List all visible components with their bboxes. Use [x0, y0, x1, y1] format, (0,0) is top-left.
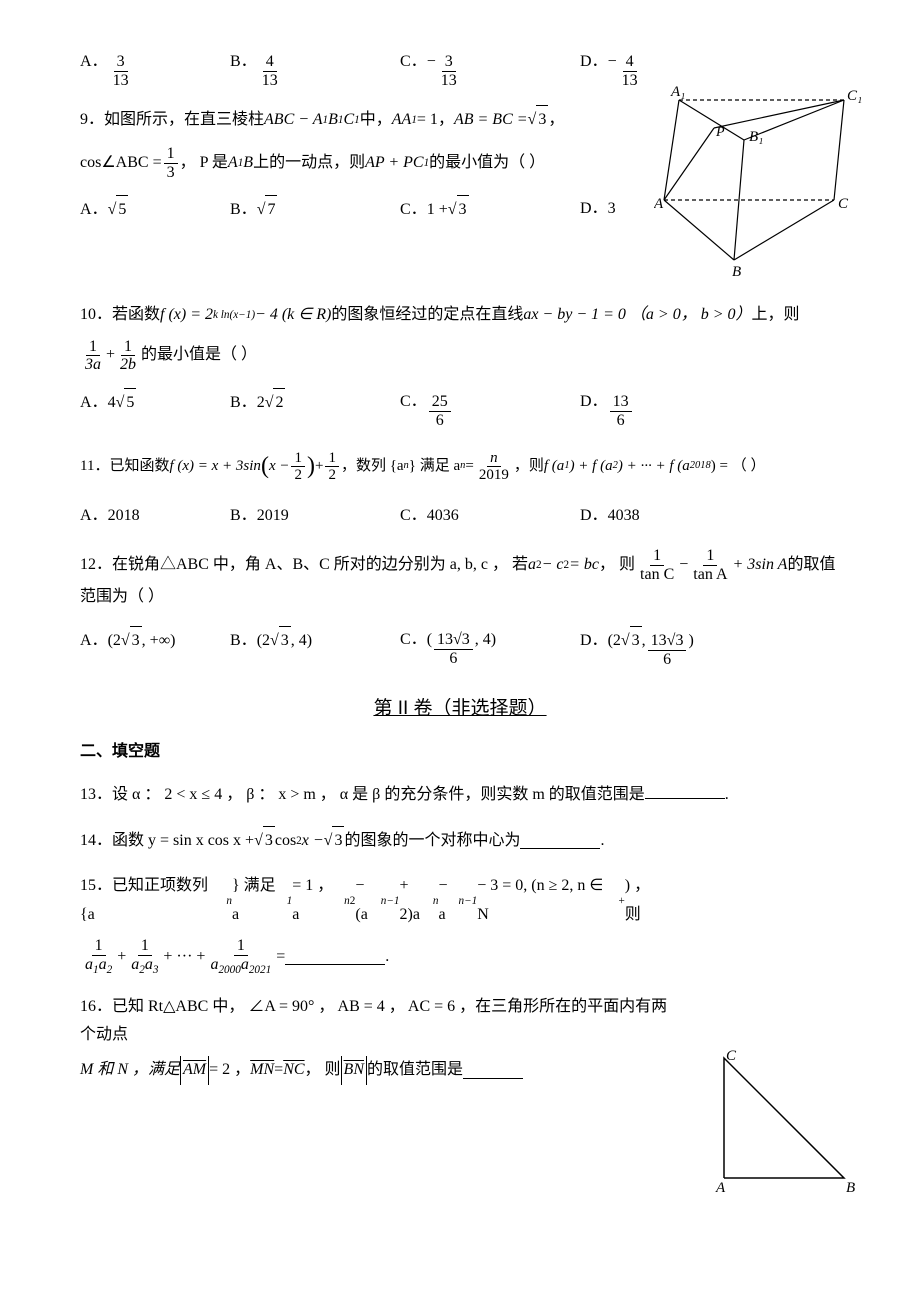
opt-label: C．	[400, 196, 427, 225]
lbl-B1: B₁	[749, 129, 763, 145]
opt-label: A．	[80, 502, 108, 531]
tri-B: B	[846, 1180, 855, 1196]
opt-label: A．	[80, 48, 108, 77]
blank	[520, 833, 600, 849]
opt-label: B．	[230, 196, 257, 225]
opt-label: B．	[230, 48, 257, 77]
opt-label: D．	[580, 627, 608, 656]
opt-label: B．	[230, 627, 257, 656]
opt-label: B．	[230, 502, 257, 531]
opt-label: C．	[400, 388, 427, 417]
opt-label: D．	[580, 388, 608, 417]
lbl-B: B	[732, 264, 741, 280]
opt-label: D．	[580, 502, 608, 531]
question-12: 12．在锐角△ABC 中，角 A、B、C 所对的边分别为 a, b, c ， 若…	[80, 547, 840, 668]
lbl-A1: A₁	[670, 84, 685, 100]
lbl-A: A	[654, 196, 664, 212]
question-10: 10．若函数 f (x) = 2k ln(x−1) − 4 (k ∈ R) 的图…	[80, 301, 840, 429]
opt-label: A．	[80, 389, 108, 418]
blank	[645, 783, 725, 799]
opt-label: A．	[80, 196, 108, 225]
blank	[463, 1063, 523, 1079]
blank	[285, 949, 385, 965]
subsection-fill: 二、填空题	[80, 738, 840, 767]
question-14: 14．函数 y = sin x cos x + 3 cos2 x − 3 的图象…	[80, 826, 840, 856]
opt-label: C．	[400, 626, 427, 655]
opt-label: D．	[580, 195, 608, 224]
lbl-P: P	[715, 125, 725, 140]
question-13: 13．设 α ： 2 < x ≤ 4 ， β ： x > m ， α 是 β 的…	[80, 781, 840, 810]
section-2-title: 第 II 卷（非选择题）	[80, 692, 840, 726]
triangle-figure: A B C	[714, 1048, 864, 1198]
prism-figure: A₁ C₁ B₁ A C B P	[654, 80, 864, 280]
opt-label: C．	[400, 48, 427, 77]
opt-label: B．	[230, 389, 257, 418]
lbl-C1: C₁	[847, 88, 862, 104]
lbl-C: C	[838, 196, 849, 212]
opt-label: D．	[580, 48, 608, 77]
tri-C: C	[726, 1048, 737, 1064]
question-11: 11．已知函数 f (x) = x + 3sin ( x − 12 ) + 12…	[80, 445, 840, 531]
tri-A: A	[715, 1180, 726, 1196]
question-15: 15．已知正项数列 {an } 满足 a1 = 1 ， an2 − (an−1 …	[80, 872, 840, 977]
opt-label: A．	[80, 627, 108, 656]
opt-label: C．	[400, 502, 427, 531]
